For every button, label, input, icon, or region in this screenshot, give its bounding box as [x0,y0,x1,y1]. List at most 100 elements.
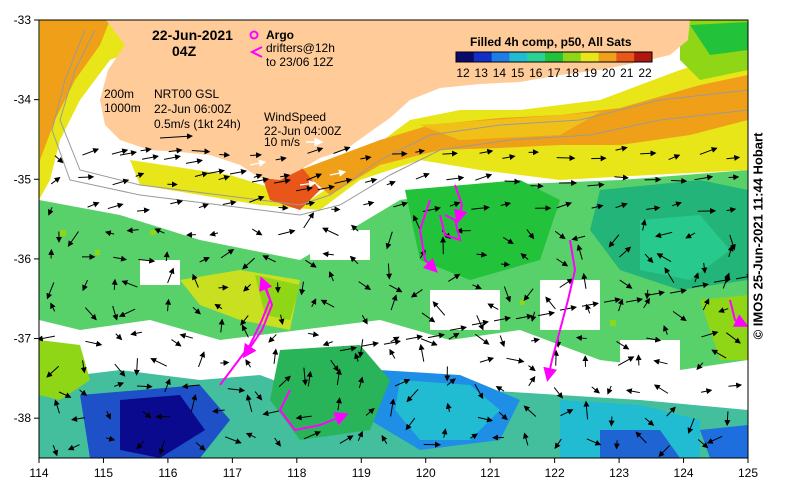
current-arrow [427,332,445,339]
current-arrow [506,357,525,364]
current-arrow [410,289,423,298]
current-arrow [644,289,651,300]
current-arrow [479,148,494,155]
current-arrow [727,245,734,258]
current-arrow [251,176,269,183]
current-arrow [185,158,203,165]
current-arrow [195,442,206,451]
current-arrow [224,436,242,444]
current-arrow [126,227,139,234]
current-arrow [107,202,124,210]
current-arrow [476,315,484,331]
current-arrow [728,174,740,181]
wind-scale: 10 m/s [264,135,300,149]
current-arrow [58,391,72,398]
current-arrow [358,281,372,290]
x-tick-label: 124 [674,466,694,480]
current-arrow [50,176,61,185]
current-arrow [663,325,669,335]
current-arrow [295,414,312,421]
current-arrow [700,388,713,395]
current-arrow [385,231,393,250]
current-arrow [528,376,536,387]
current-arrow [229,168,247,175]
colorbar-swatch [509,52,528,62]
current-arrow [322,340,333,347]
current-arrow [140,146,152,153]
colorbar-swatch [473,52,493,62]
current-arrow [306,370,313,387]
current-arrow [701,262,708,274]
current-arrow [357,430,364,442]
current-arrow [671,201,682,208]
current-arrow [54,399,60,414]
y-tick-label: -33 [14,13,32,27]
current-arrow [295,185,313,192]
wind-time: 22-Jun 04:00Z [264,124,341,138]
current-arrow [322,227,339,236]
current-arrow [245,432,256,439]
current-arrow [646,205,661,212]
colorbar-frame [455,51,653,63]
colorbar-label: 18 [566,66,580,80]
current-arrow [560,409,574,417]
current-arrow [523,288,534,302]
current-arrow [556,258,569,267]
current-arrow [322,251,334,258]
colorbar-title: Filled 4h comp, p50, All Sats [470,35,632,49]
current-arrow [111,148,129,155]
current-arrow [199,257,210,263]
current-arrow [571,235,586,242]
current-arrow [87,201,100,208]
current-arrow [386,180,396,187]
current-arrow [212,407,225,414]
current-arrow [278,314,285,325]
current-arrow [105,435,116,442]
current-arrow [666,406,676,417]
current-arrow [118,308,136,317]
current-arrow [278,228,296,236]
colorbar: Filled 4h comp, p50, All Sats 12 13 14 15 16… [455,35,653,80]
current-arrow [136,383,153,390]
current-arrow [251,228,263,236]
current-arrow [46,365,60,378]
current-arrow [644,417,655,426]
current-arrow [718,307,729,313]
current-arrow [39,335,55,342]
y-tick-label: -36 [14,252,32,266]
current-arrow [687,418,695,434]
wind-vectors [249,159,347,188]
current-arrow [696,362,704,371]
current-arrow [142,410,152,419]
x-tick-label: 116 [158,466,177,480]
current-arrow [583,400,590,420]
current-arrow [394,378,411,387]
current-arrow [302,367,308,386]
imos-credit: © IMOS 25-Jun-2021 11:44 Hobart [750,132,766,340]
current-arrow [617,356,635,366]
current-arrow [701,330,719,338]
plot-frame [38,19,749,459]
current-arrow [559,305,577,312]
current-arrow [111,278,118,290]
drifter-label-2: to 23/06 12Z [266,55,333,69]
current-arrow [317,184,335,191]
current-arrow [448,332,460,340]
current-arrow [664,267,675,284]
argo-label: Argo [266,28,294,42]
current-arrow [591,386,600,394]
current-arrow [84,307,97,321]
current-arrow [554,230,566,240]
current-arrow [724,411,731,427]
current-arrow [585,303,591,314]
colorbar-label: 15 [511,66,525,80]
current-arrow [500,201,512,208]
current-arrow [500,261,511,268]
current-arrow [389,398,396,417]
current-arrow [726,154,741,161]
colorbar-swatch [634,52,653,62]
current-arrow [446,175,465,182]
current-arrow [432,301,446,316]
current-arrow [47,207,54,216]
current-arrow [471,319,489,326]
